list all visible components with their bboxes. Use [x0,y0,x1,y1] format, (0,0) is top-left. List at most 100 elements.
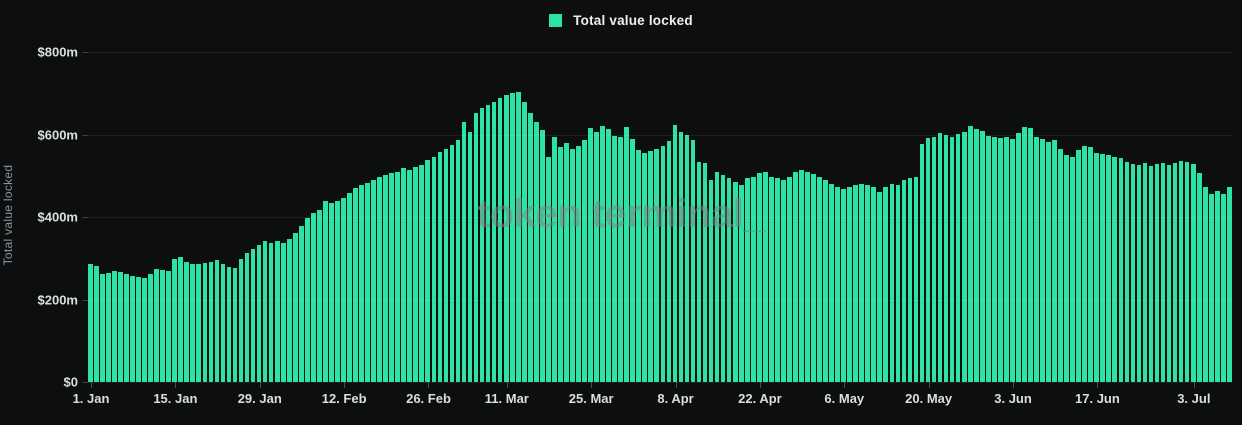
bar[interactable] [1076,150,1081,382]
bar[interactable] [509,93,515,382]
bar[interactable] [1220,194,1226,382]
bar[interactable] [985,136,991,382]
bar[interactable] [576,146,581,382]
bar[interactable] [112,271,117,382]
bar[interactable] [588,128,593,382]
bar[interactable] [479,108,485,382]
bar[interactable] [666,141,672,382]
bar[interactable] [913,177,919,382]
bar[interactable] [473,113,479,382]
bar[interactable] [443,148,449,382]
bar[interactable] [925,138,931,382]
bar[interactable] [232,267,238,382]
bar[interactable] [1208,193,1214,382]
bar[interactable] [570,148,575,382]
bar[interactable] [1136,165,1142,382]
bar[interactable] [304,217,310,382]
bar[interactable] [690,140,696,382]
bar[interactable] [214,259,220,382]
bar[interactable] [1082,146,1088,382]
bar[interactable] [94,266,99,382]
bar[interactable] [1112,157,1118,382]
bar[interactable] [654,148,660,382]
bar[interactable] [726,178,732,382]
bar[interactable] [1040,139,1045,382]
bar[interactable] [1070,157,1075,382]
bar[interactable] [907,178,913,382]
bar[interactable] [678,132,684,382]
bar[interactable] [286,239,292,382]
bar[interactable] [533,122,539,382]
bar[interactable] [347,193,352,382]
bar[interactable] [841,188,846,382]
bar[interactable] [1028,128,1033,382]
bar[interactable] [582,140,587,382]
bar[interactable] [274,241,280,382]
bar[interactable] [341,198,346,382]
bar[interactable] [889,183,895,382]
bar[interactable] [377,176,382,382]
bar[interactable] [521,102,527,382]
bar[interactable] [979,131,985,382]
bar[interactable] [359,184,364,382]
bar[interactable] [720,175,726,382]
bar[interactable] [967,126,973,382]
bar[interactable] [817,177,822,382]
bar[interactable] [1154,164,1160,382]
bar[interactable] [136,276,141,382]
bar[interactable] [949,137,955,382]
bar[interactable] [624,127,630,382]
plot-area[interactable] [88,52,1233,383]
bar[interactable] [829,183,834,382]
legend[interactable]: Total value locked [0,13,1242,28]
bar[interactable] [612,136,617,382]
bar[interactable] [244,252,250,382]
bar[interactable] [497,98,503,382]
bar[interactable] [1004,137,1009,382]
bar[interactable] [190,263,196,382]
bar[interactable] [961,132,967,382]
bar[interactable] [606,129,611,382]
bar[interactable] [991,137,997,382]
bar[interactable] [310,212,316,382]
bar[interactable] [124,273,129,382]
bar[interactable] [395,171,401,382]
bar[interactable] [901,179,907,382]
bar[interactable] [781,179,786,382]
bar[interactable] [1196,173,1202,382]
bar[interactable] [1064,155,1069,382]
bar[interactable] [1124,162,1130,382]
bar[interactable] [262,241,268,382]
bar[interactable] [1058,148,1063,382]
bar[interactable] [1010,139,1015,382]
bar[interactable] [1214,191,1220,382]
bar[interactable] [539,130,545,382]
bar[interactable] [871,187,877,382]
bar[interactable] [178,257,184,382]
bar[interactable] [515,92,521,382]
bar[interactable] [389,173,394,382]
bar[interactable] [811,173,816,382]
bar[interactable] [503,95,509,382]
bar[interactable] [1088,147,1094,382]
bar[interactable] [865,185,871,382]
bar[interactable] [1172,163,1178,382]
bar[interactable] [407,169,413,382]
bar[interactable] [1100,154,1106,382]
bar[interactable] [558,147,563,382]
bar[interactable] [467,132,473,382]
bar[interactable] [1034,137,1039,382]
bar[interactable] [1016,133,1021,382]
bar[interactable] [353,188,358,382]
bar[interactable] [732,182,738,382]
bar[interactable] [256,244,262,382]
bar[interactable] [600,126,605,382]
bar[interactable] [883,187,889,382]
bar[interactable] [365,183,370,382]
bar[interactable] [943,135,949,382]
bar[interactable] [955,134,961,382]
bar[interactable] [546,157,551,382]
bar[interactable] [853,185,859,382]
bar[interactable] [931,137,937,382]
bar[interactable] [485,105,491,382]
